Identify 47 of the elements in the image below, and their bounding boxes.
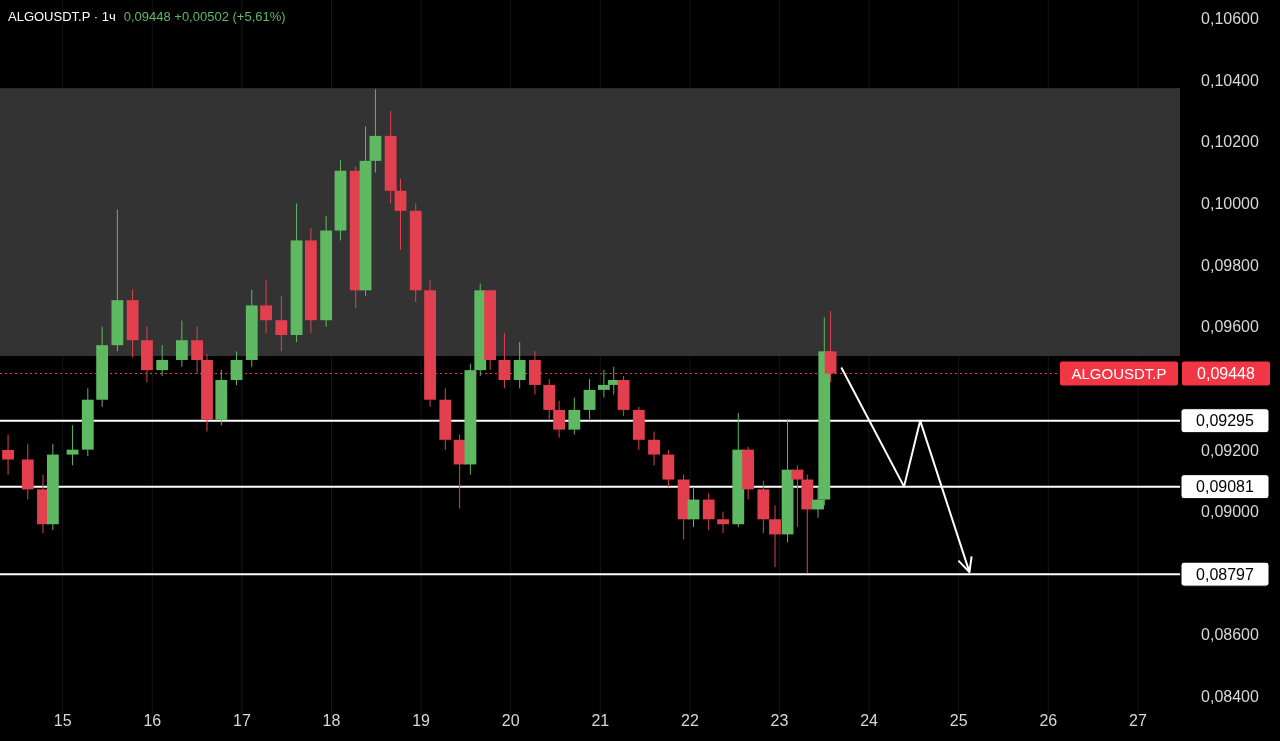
- candlestick: [717, 511, 729, 534]
- y-tick-label: 0,09200: [1201, 441, 1260, 459]
- candlestick: [230, 350, 243, 386]
- y-tick-label: 0,08600: [1201, 626, 1260, 644]
- x-tick-label: 17: [233, 712, 251, 729]
- y-tick-label: 0,10400: [1201, 71, 1260, 89]
- candlestick: [260, 279, 273, 334]
- candlestick: [156, 344, 169, 377]
- y-tick-label: 0,09600: [1201, 318, 1260, 336]
- x-tick-label: 24: [860, 712, 879, 729]
- text: 0,09448 +0,00502 (+5,61%): [123, 9, 286, 24]
- ref-line-label: 0,09448: [1197, 365, 1256, 383]
- x-tick-label: 21: [591, 712, 610, 729]
- y-tick-label: 0,09800: [1201, 256, 1260, 274]
- x-tick-label: 22: [681, 712, 699, 729]
- x-tick-label: 18: [322, 712, 341, 729]
- x-tick-label: 15: [53, 712, 72, 729]
- candlestick: [702, 492, 715, 531]
- x-tick-label: 19: [412, 712, 431, 729]
- candlestick: [2, 434, 14, 476]
- candlestick: [275, 295, 288, 352]
- y-tick-label: 0,10000: [1201, 195, 1260, 213]
- text: ALGOUSDT.P · 1ч: [8, 9, 116, 24]
- candlestick: [824, 310, 837, 383]
- candlestick: [513, 341, 526, 389]
- candlestick: [648, 430, 660, 466]
- ref-line-label: 0,09081: [1196, 478, 1255, 496]
- candlestick: [583, 378, 596, 420]
- y-tick-label: 0,10600: [1201, 10, 1260, 28]
- ref-line-label: 0,08797: [1196, 565, 1255, 583]
- x-tick-label: 25: [949, 712, 968, 729]
- x-tick-label: 16: [143, 712, 162, 729]
- candlestick: [769, 504, 781, 568]
- ref-line-label: 0,09295: [1196, 412, 1255, 430]
- candlestick: [687, 486, 700, 528]
- candlestick: [66, 424, 79, 466]
- candlestick: [175, 320, 188, 368]
- annotation: ALGOUSDT.P: [1071, 364, 1167, 382]
- x-tick-label: 23: [770, 712, 789, 729]
- y-tick-label: 0,08400: [1201, 688, 1260, 706]
- x-tick-label: 27: [1128, 712, 1147, 729]
- x-tick-label: 20: [501, 712, 520, 729]
- candlestick: [498, 332, 511, 389]
- x-tick-label: 26: [1039, 712, 1058, 729]
- y-tick-label: 0,09000: [1201, 503, 1260, 521]
- y-tick-label: 0,10200: [1201, 133, 1260, 151]
- candlestick: [568, 397, 581, 436]
